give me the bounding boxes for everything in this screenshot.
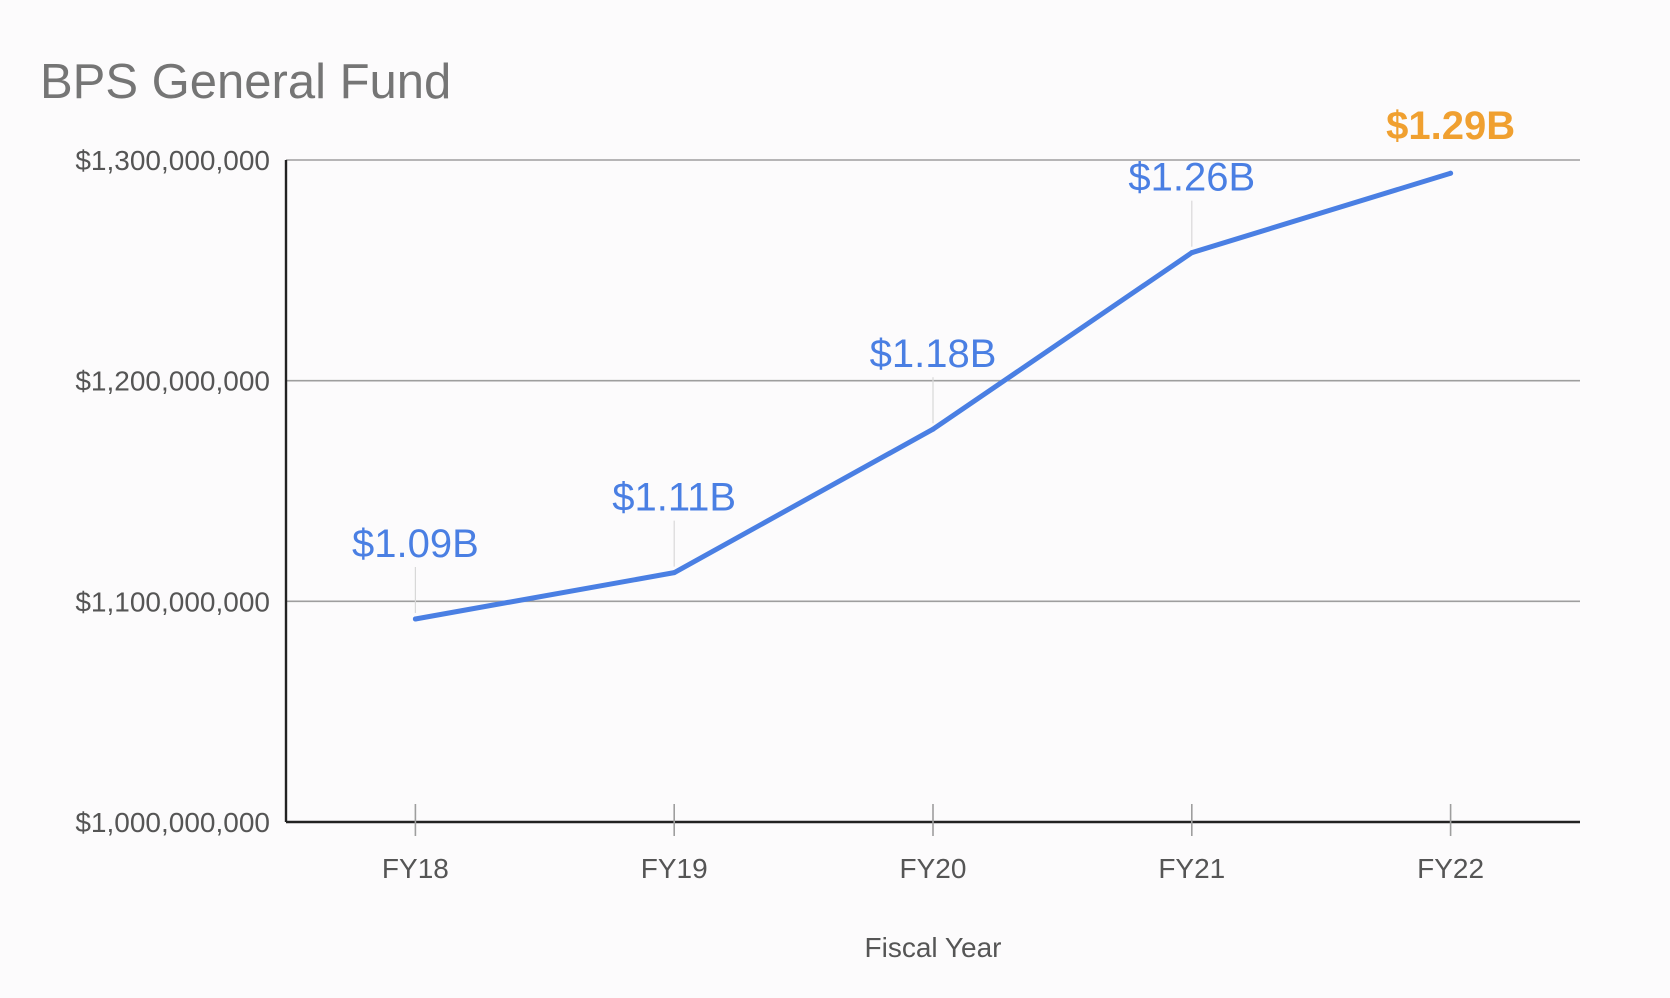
y-tick-labels: $1,000,000,000 $1,100,000,000 $1,200,000,0… xyxy=(75,145,270,838)
data-point xyxy=(1189,250,1195,256)
y-tick-label: $1,000,000,000 xyxy=(75,807,270,838)
x-tick-label: FY22 xyxy=(1417,853,1484,884)
x-tick-label: FY20 xyxy=(900,853,967,884)
series-layer xyxy=(412,170,1454,622)
x-tick-label: FY19 xyxy=(641,853,708,884)
x-axis-title: Fiscal Year xyxy=(865,932,1002,963)
data-label: $1.09B xyxy=(352,522,479,566)
y-tick-label: $1,100,000,000 xyxy=(75,586,270,617)
x-tick-labels: FY18 FY19 FY20 FY21 FY22 xyxy=(382,804,1484,884)
y-tick-label: $1,300,000,000 xyxy=(75,145,270,176)
x-tick-label: FY18 xyxy=(382,853,449,884)
data-label: $1.18B xyxy=(870,332,997,376)
axes xyxy=(284,160,1580,824)
data-point xyxy=(930,426,936,432)
data-labels: $1.09B $1.11B $1.18B $1.26B $1.29B xyxy=(352,104,1515,566)
data-point xyxy=(412,616,418,622)
data-point xyxy=(671,570,677,576)
y-tick-label: $1,200,000,000 xyxy=(75,366,270,397)
data-point xyxy=(1448,170,1454,176)
data-label: $1.26B xyxy=(1128,156,1255,200)
chart-title: BPS General Fund xyxy=(40,55,451,109)
label-leader-lines xyxy=(414,200,1193,613)
x-tick-label: FY21 xyxy=(1158,853,1225,884)
data-label: $1.29B xyxy=(1386,104,1515,148)
data-label: $1.11B xyxy=(612,476,736,520)
